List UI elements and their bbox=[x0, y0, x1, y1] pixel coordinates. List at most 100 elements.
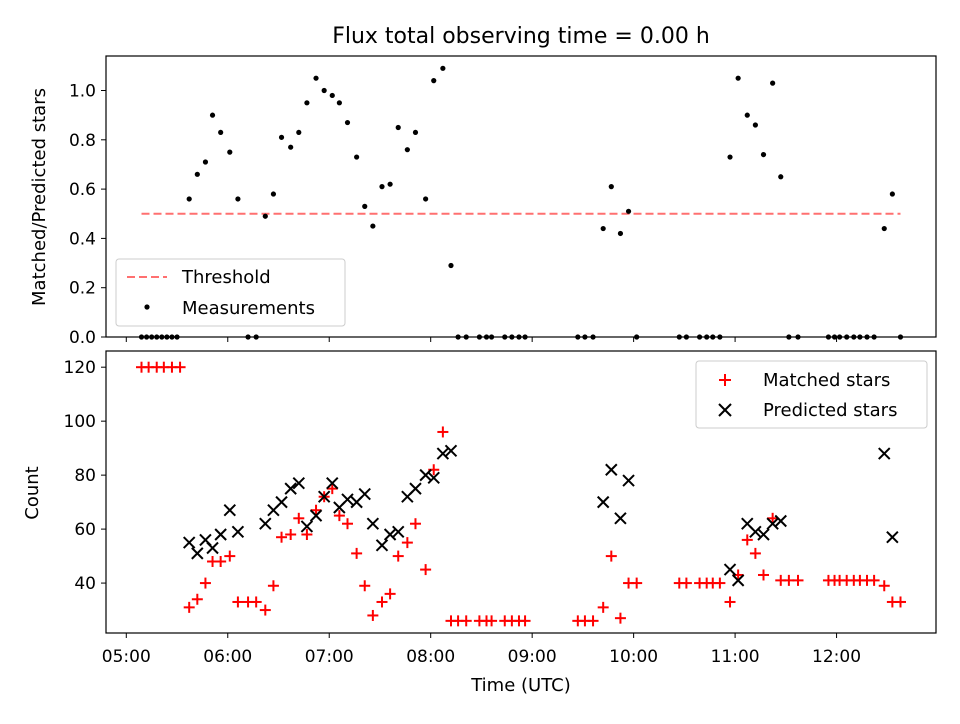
matched-star-marker bbox=[614, 612, 626, 624]
predicted-star-marker bbox=[191, 547, 204, 560]
predicted-star-marker bbox=[774, 514, 787, 528]
matched-star-marker bbox=[191, 593, 203, 605]
predicted-star-marker bbox=[622, 474, 635, 487]
matched-star-marker bbox=[301, 529, 313, 541]
y-tick-label: 0.4 bbox=[69, 229, 96, 249]
matched-star-marker bbox=[519, 615, 531, 627]
predicted-star-marker bbox=[309, 509, 323, 522]
y-tick-label: 0.6 bbox=[69, 180, 96, 200]
measurement-point bbox=[288, 144, 294, 150]
predicted-star-marker bbox=[614, 512, 627, 525]
predicted-star-marker bbox=[757, 528, 770, 541]
x-tick-label: 12:00 bbox=[812, 647, 861, 667]
measurement-point bbox=[735, 75, 741, 81]
bottom-y-axis-label: Count bbox=[22, 466, 43, 519]
predicted-star-marker bbox=[886, 530, 899, 544]
matched-star-marker bbox=[276, 531, 288, 543]
measurement-point bbox=[313, 75, 319, 81]
matched-star-marker bbox=[767, 512, 779, 524]
matched-star-marker bbox=[392, 550, 404, 562]
matched-star-marker bbox=[341, 518, 353, 530]
matched-star-marker bbox=[285, 529, 297, 541]
y-tick-label: 0.8 bbox=[69, 131, 96, 151]
bottom-axes-frame bbox=[105, 350, 937, 634]
measurement-point bbox=[727, 154, 733, 160]
measurement-point bbox=[186, 196, 192, 202]
measurement-point bbox=[362, 203, 368, 209]
matched-star-marker bbox=[326, 483, 338, 495]
legend-matched-label: Matched stars bbox=[763, 370, 890, 391]
x-tick-label: 09:00 bbox=[508, 647, 557, 667]
y-tick-label: 120 bbox=[64, 358, 96, 378]
measurement-point bbox=[395, 124, 401, 131]
matched-star-marker bbox=[250, 596, 262, 608]
matched-star-marker bbox=[868, 574, 880, 586]
matched-star-marker bbox=[597, 601, 609, 613]
matched-star-marker bbox=[376, 596, 388, 608]
predicted-star-marker bbox=[326, 477, 339, 490]
predicted-star-marker bbox=[366, 517, 380, 530]
predicted-star-marker bbox=[206, 541, 219, 555]
top-x-axis bbox=[125, 337, 838, 342]
measurement-point bbox=[431, 78, 437, 84]
y-tick-label: 100 bbox=[64, 412, 96, 432]
matched-star-marker bbox=[267, 580, 279, 592]
measurement-point bbox=[423, 196, 429, 202]
predicted-star-marker bbox=[259, 517, 272, 530]
measurement-point bbox=[370, 223, 376, 229]
measurement-point bbox=[379, 184, 385, 190]
bottom-panel: 40 60 80 100 120 05:00 06:00 07:00 08:00 09:00 10… bbox=[22, 350, 937, 696]
measurement-point bbox=[321, 87, 327, 94]
y-tick-label: 1.0 bbox=[69, 82, 96, 102]
measurement-point bbox=[262, 213, 268, 219]
measurement-point bbox=[617, 230, 624, 237]
matched-star-marker bbox=[460, 615, 472, 627]
measurement-point bbox=[752, 122, 758, 128]
predicted-star-marker bbox=[300, 520, 314, 533]
matched-star-marker bbox=[199, 577, 211, 589]
measurement-point bbox=[600, 225, 606, 232]
y-tick-label: 80 bbox=[74, 466, 96, 486]
bottom-x-axis: 05:00 06:00 07:00 08:00 09:00 10:00 11:00 12:00 bbox=[102, 633, 861, 667]
legend-measurements-label: Measurements bbox=[182, 298, 315, 319]
y-tick-label: 0.0 bbox=[69, 328, 96, 348]
predicted-star-marker bbox=[749, 525, 762, 539]
x-tick-label: 05:00 bbox=[102, 647, 151, 667]
matched-star-marker bbox=[333, 510, 345, 522]
predicted-star-marker bbox=[214, 528, 227, 541]
matched-star-marker bbox=[310, 504, 322, 516]
x-tick-label: 06:00 bbox=[203, 647, 252, 667]
top-y-axis-label: Matched/Predicted stars bbox=[29, 88, 50, 306]
legend-threshold-label: Threshold bbox=[181, 267, 271, 288]
measurement-point bbox=[778, 174, 784, 180]
measurement-point bbox=[202, 159, 209, 165]
x-tick-label: 08:00 bbox=[406, 647, 455, 667]
matched-star-marker bbox=[224, 550, 236, 562]
predicted-star-marker bbox=[284, 482, 297, 495]
measurement-point bbox=[218, 129, 224, 136]
predicted-star-marker bbox=[427, 471, 440, 485]
predicted-star-marker bbox=[444, 444, 458, 458]
bottom-plot-area bbox=[136, 361, 906, 627]
matched-star-marker bbox=[232, 596, 244, 608]
matched-star-marker bbox=[409, 518, 421, 530]
chart-title: Flux total observing time = 0.00 h bbox=[332, 24, 710, 49]
matched-star-marker bbox=[792, 574, 804, 586]
matched-star-marker bbox=[359, 580, 371, 592]
matched-star-marker bbox=[384, 588, 396, 600]
matched-star-marker bbox=[215, 555, 227, 567]
matched-star-marker bbox=[758, 569, 770, 581]
predicted-star-marker bbox=[605, 463, 618, 476]
measurement-point bbox=[770, 80, 776, 86]
matched-star-marker bbox=[749, 547, 761, 559]
y-tick-label: 0.2 bbox=[69, 279, 96, 299]
predicted-star-marker bbox=[317, 490, 331, 503]
bottom-legend: Matched stars Predicted stars bbox=[695, 360, 928, 429]
predicted-star-marker bbox=[358, 487, 371, 501]
x-axis-label: Time (UTC) bbox=[470, 675, 571, 696]
measurement-point bbox=[227, 149, 233, 155]
measurement-point bbox=[296, 129, 302, 136]
measurement-point bbox=[209, 112, 216, 118]
measurement-point bbox=[608, 184, 614, 190]
matched-star-marker bbox=[486, 615, 498, 627]
